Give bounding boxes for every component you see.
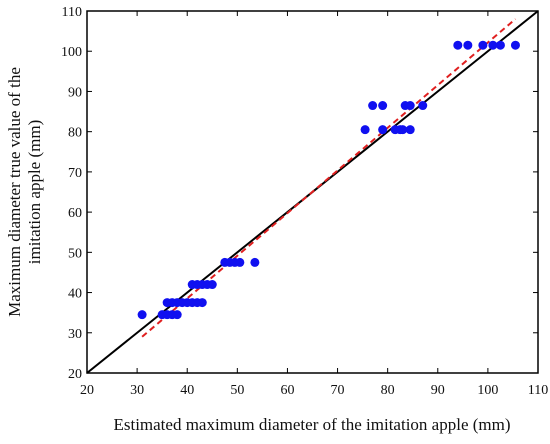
x-tick-label: 90 — [431, 383, 445, 398]
x-axis-title: Estimated maximum diameter of the imitat… — [113, 415, 510, 434]
axis-ticks — [86, 10, 539, 374]
scatter-point — [453, 40, 463, 50]
x-tick-label: 50 — [230, 383, 244, 398]
scatter-point — [398, 125, 408, 135]
data-points — [137, 40, 520, 320]
scatter-point — [418, 101, 428, 111]
scatter-point — [378, 101, 388, 111]
scatter-point — [137, 310, 147, 320]
y-tick-label: 100 — [61, 45, 82, 60]
y-tick-label: 40 — [68, 287, 82, 302]
y-tick-label: 20 — [68, 367, 82, 382]
x-tick-label: 60 — [280, 383, 294, 398]
y-tick-label: 30 — [68, 327, 82, 342]
scatter-point — [510, 40, 520, 50]
y-tick-label: 90 — [68, 85, 82, 100]
scatter-point — [495, 40, 505, 50]
scatter-point — [207, 280, 217, 290]
scatter-point — [197, 298, 207, 308]
scatter-point — [405, 101, 415, 111]
scatter-point — [368, 101, 378, 111]
y-axis-title-line-2: imitation apple (mm) — [25, 120, 44, 264]
scatter-point — [405, 125, 415, 135]
scatter-point — [172, 310, 182, 320]
x-tick-label: 110 — [528, 383, 548, 398]
x-tick-label: 20 — [80, 383, 94, 398]
x-tick-label: 100 — [477, 383, 498, 398]
x-tick-label: 80 — [381, 383, 395, 398]
scatter-point — [250, 257, 260, 267]
y-tick-label: 70 — [68, 166, 82, 181]
y-tick-label: 60 — [68, 206, 82, 221]
x-tick-label: 40 — [180, 383, 194, 398]
plot-area-frame — [86, 10, 539, 374]
scatter-point — [360, 125, 370, 135]
x-tick-label: 30 — [130, 383, 144, 398]
regression-fit-line — [141, 18, 517, 338]
scatter-point — [478, 40, 488, 50]
scatter-point — [488, 40, 498, 50]
scatter-point — [235, 257, 245, 267]
y-tick-label: 50 — [68, 246, 82, 261]
y-tick-label: 80 — [68, 126, 82, 141]
x-tick-label: 70 — [331, 383, 345, 398]
y-tick-label: 110 — [62, 5, 82, 20]
scatter-point — [463, 40, 473, 50]
tick-labels: 20 30 40 50 60 70 80 90 100 110 20 30 40 50 60 70 80 90 10… — [61, 5, 548, 398]
scatter-point — [378, 125, 388, 135]
y-axis-title-line-1: Maximum diameter true value of the — [5, 67, 24, 317]
fit-lines — [86, 10, 539, 374]
